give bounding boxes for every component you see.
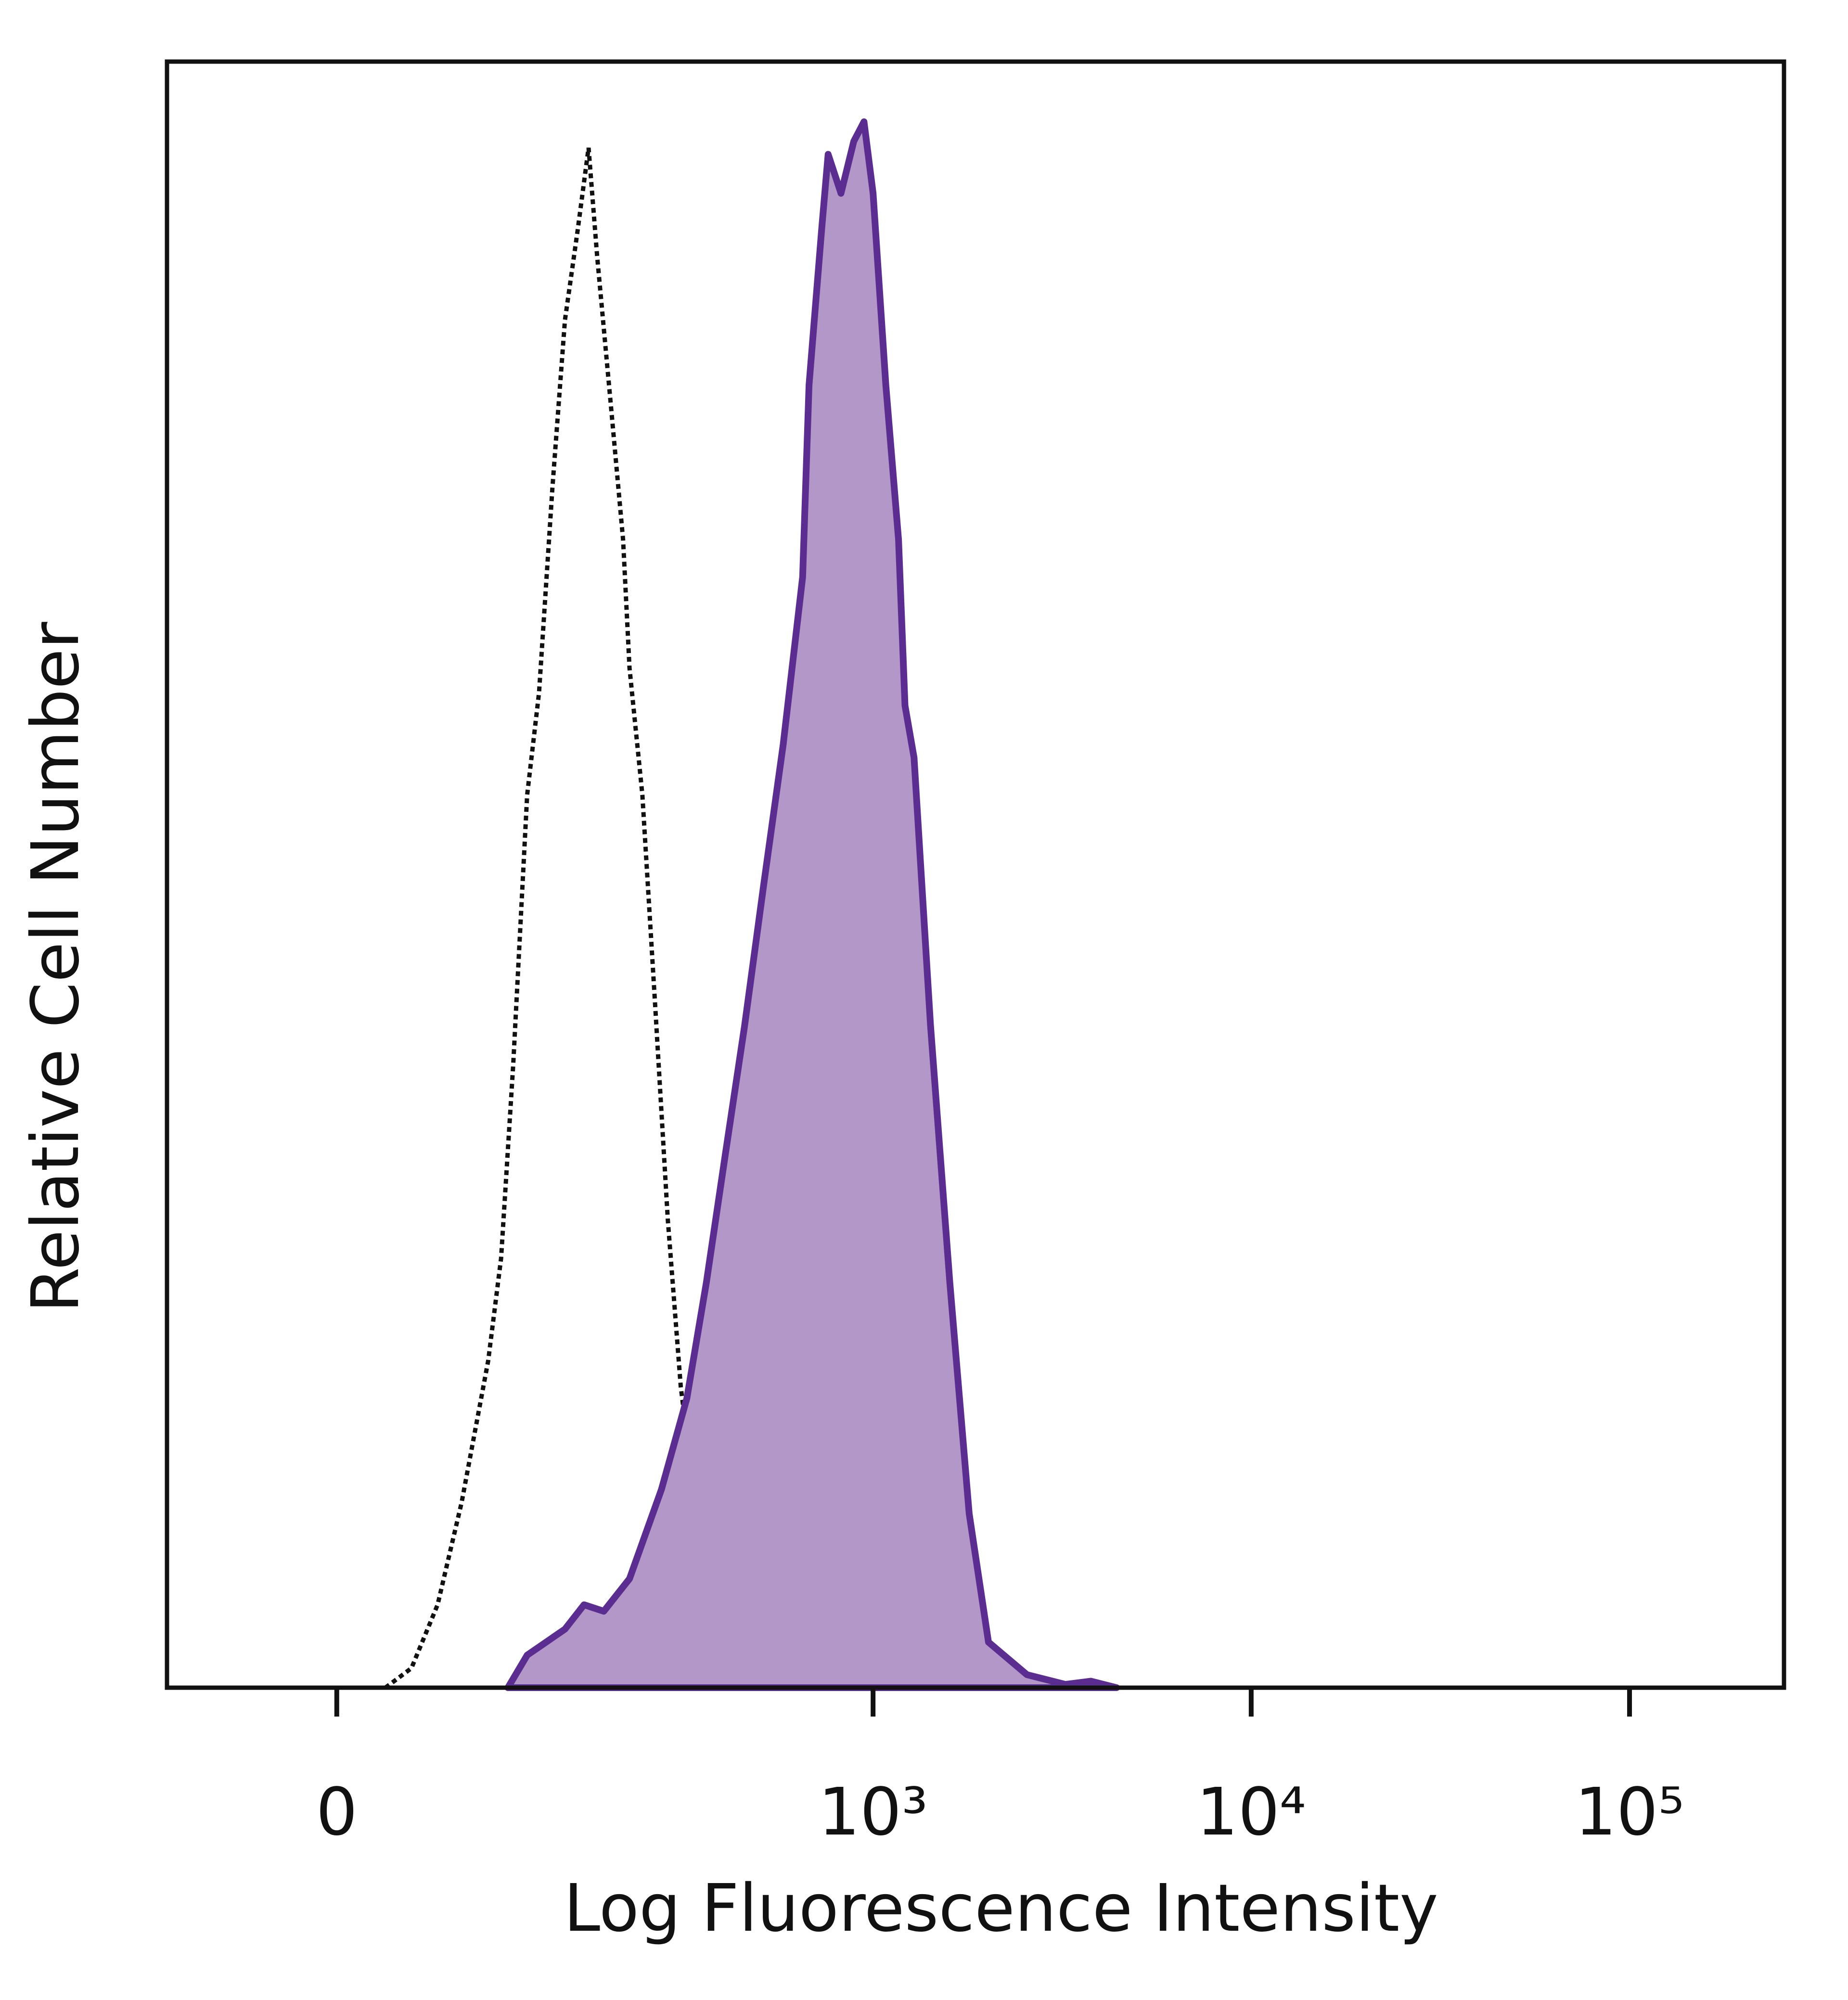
histogram-line — [384, 147, 746, 1690]
x-tick-label: 10⁴ — [1196, 1774, 1306, 1850]
y-axis-title: Relative Cell Number — [18, 622, 94, 1313]
histogram-area — [504, 118, 1120, 1691]
x-axis-title: Log Fluorescence Intensity — [564, 1871, 1438, 1947]
x-tick-label: 10³ — [818, 1774, 928, 1850]
plot-frame — [165, 59, 1786, 1690]
x-tick-label: 10⁵ — [1575, 1774, 1684, 1850]
x-tick-label: 0 — [316, 1774, 358, 1850]
